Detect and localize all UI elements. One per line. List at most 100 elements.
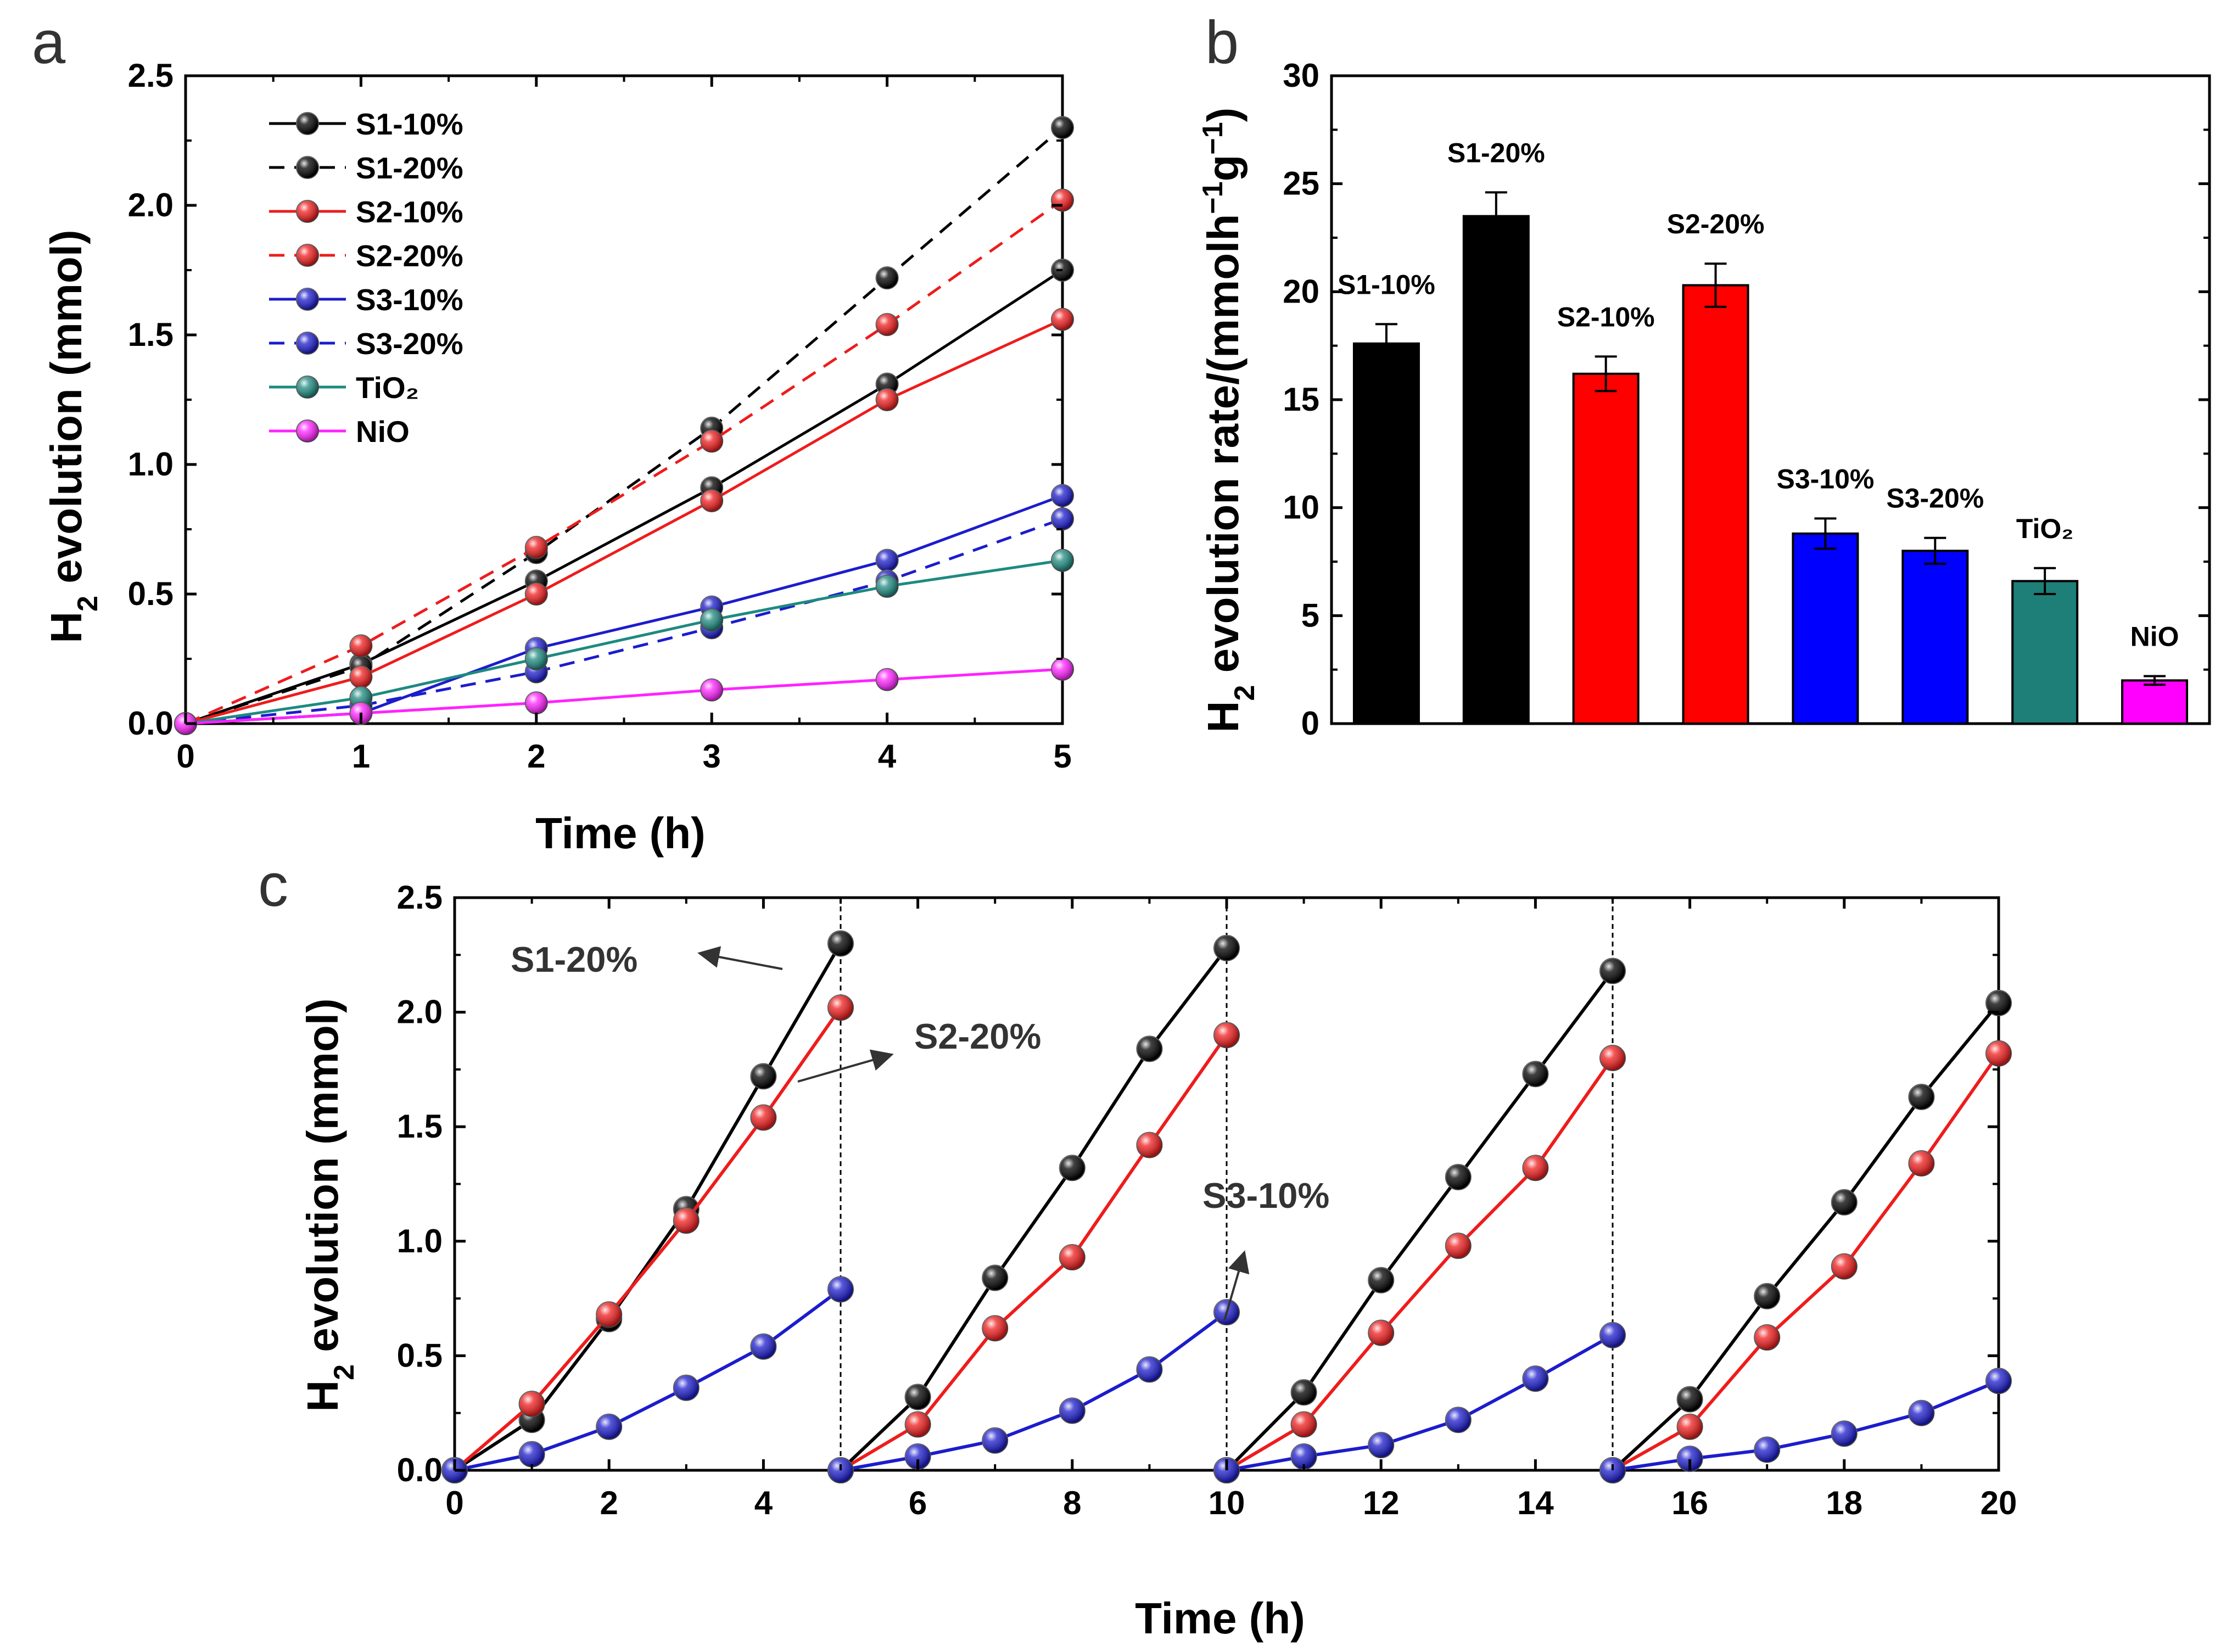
- bar-label: NiO: [2130, 621, 2179, 652]
- data-point-s1-20: [1290, 1379, 1317, 1406]
- data-point-s3-10: [1368, 1432, 1395, 1459]
- bar-tio: TiO₂: [2011, 513, 2079, 725]
- series-line-s2-20: [1226, 1057, 1614, 1472]
- series-line-s2-20: [1612, 1052, 2000, 1472]
- panel-letter-a: a: [32, 9, 66, 76]
- bar-label: S3-20%: [1886, 483, 1984, 514]
- legend-item-s1-20: S1-20%: [269, 151, 463, 185]
- series-line-nio: [185, 668, 1063, 725]
- legend-marker: [296, 288, 319, 311]
- data-point-s2-20: [1445, 1233, 1472, 1259]
- legend-marker: [296, 112, 319, 135]
- bar-label: S1-10%: [1338, 269, 1435, 300]
- data-point-s1-20: [750, 1063, 777, 1090]
- panel-a-legend: S1-10% S1-20% S2-10% S2-20% S3-10% S3-20% TiO₂…: [269, 107, 463, 449]
- data-point-s2-20: [596, 1301, 623, 1328]
- data-point-nio: [524, 691, 548, 715]
- data-point-s1-20: [1059, 1155, 1086, 1181]
- annotation-s2-20: S2-20%: [914, 1016, 1041, 1056]
- series-line-s2-20: [840, 1034, 1228, 1472]
- data-point-s2-20: [518, 1391, 545, 1418]
- x-tick-label: 18: [1826, 1485, 1862, 1521]
- data-point-tio: [700, 608, 724, 632]
- legend-marker: [296, 200, 319, 223]
- data-point-s1-20: [1136, 1035, 1163, 1062]
- y-tick-label: 0.5: [397, 1337, 443, 1374]
- bar-rect: [1682, 284, 1749, 725]
- y-tick-label: 15: [1283, 381, 1319, 418]
- data-point-s2-20: [1059, 1244, 1086, 1271]
- data-point-s2-20: [1051, 188, 1074, 212]
- legend-label: S2-20%: [356, 239, 463, 273]
- bar-rect: [2011, 580, 2079, 725]
- y-tick-label: 0.0: [397, 1452, 443, 1488]
- bar-rect: [1572, 372, 1640, 725]
- data-point-s2-20: [700, 429, 724, 453]
- data-point-s2-10: [524, 583, 548, 606]
- y-tick-label: 0.0: [128, 705, 174, 742]
- data-point-tio: [524, 647, 548, 670]
- series-line-s3-10: [1226, 1334, 1614, 1472]
- data-point-s3-10: [1985, 1368, 2012, 1395]
- series-line-s2-20: [184, 199, 1064, 725]
- data-point-tio: [875, 574, 899, 598]
- panel-b-ticks: 0 5 10 15 20 25 30: [1283, 57, 2209, 742]
- series-line-s2-10: [185, 318, 1064, 725]
- x-tick-label: 5: [1053, 738, 1071, 775]
- panel-c-y-axis-title: H2 evolution (mmol): [298, 998, 360, 1412]
- series-line-tio: [185, 559, 1063, 725]
- data-point-s2-20: [1213, 1022, 1240, 1049]
- data-point-s3-20: [1051, 507, 1074, 531]
- x-tick-label: 2: [600, 1485, 618, 1521]
- data-point-s3-10: [1831, 1420, 1858, 1447]
- series-line-s2-20: [454, 1006, 842, 1472]
- bar-label: TiO₂: [2016, 513, 2074, 544]
- data-point-s1-20: [1213, 934, 1240, 961]
- y-tick-label: 20: [1283, 273, 1319, 310]
- panel-c: c 0.0 0.5 1.0 1.5 2.0 2.5 0 2 4 6 8 10 12 14 16 18 20 Ti…: [258, 852, 2017, 1643]
- data-point-s3-10: [1522, 1365, 1549, 1392]
- data-point-s3-10: [1290, 1443, 1317, 1470]
- x-tick-label: 10: [1209, 1485, 1245, 1521]
- data-point-s3-10: [1051, 484, 1074, 507]
- bar-s3-20: S3-20%: [1886, 483, 1984, 725]
- x-tick-label: 14: [1517, 1485, 1554, 1521]
- y-tick-label: 2.5: [397, 879, 443, 916]
- panel-letter-c: c: [258, 852, 288, 919]
- data-point-s3-10: [750, 1333, 777, 1360]
- data-point-s2-10: [1051, 307, 1074, 331]
- annotation-arrow-s2-20: [797, 1049, 894, 1083]
- annotation-s3-10: S3-10%: [1202, 1175, 1329, 1216]
- legend-marker: [296, 156, 319, 179]
- panel-a-y-axis-title: H2 evolution (mmol): [42, 229, 104, 643]
- data-point-s2-20: [1368, 1319, 1395, 1346]
- series-line-s1-20: [1611, 1002, 2000, 1472]
- data-point-s2-20: [1754, 1324, 1781, 1351]
- data-point-s3-10: [518, 1441, 545, 1468]
- legend-label: NiO: [356, 415, 410, 449]
- legend-marker: [296, 376, 319, 399]
- panel-b-y-axis-title: H2 evolution rate/(mmolh−1g−1): [1197, 108, 1261, 733]
- data-point-s1-20: [1754, 1283, 1781, 1309]
- data-point-s3-10: [1908, 1399, 1935, 1426]
- legend-label: S1-20%: [356, 151, 463, 185]
- bar-label: S1-20%: [1447, 137, 1545, 168]
- y-tick-label: 25: [1283, 165, 1319, 202]
- data-point-s3-10: [1676, 1446, 1703, 1472]
- series-line-s1-10: [185, 268, 1064, 725]
- data-point-s2-20: [1908, 1150, 1935, 1177]
- data-point-s2-20: [1985, 1040, 2012, 1067]
- bar-label: S2-10%: [1557, 301, 1655, 332]
- bar-label: S2-20%: [1667, 209, 1765, 239]
- y-tick-label: 1.0: [397, 1223, 443, 1259]
- legend-label: S3-20%: [356, 327, 463, 361]
- legend-marker: [296, 419, 319, 443]
- y-tick-label: 2.5: [128, 57, 174, 94]
- panel-c-ticks: 0.0 0.5 1.0 1.5 2.0 2.5 0 2 4 6 8 10 12 14 16 18 20: [397, 879, 2017, 1521]
- panel-c-annotations: S1-20% S2-20% S3-10%: [511, 939, 1329, 1321]
- bar-rect: [2121, 679, 2189, 725]
- legend-marker: [296, 244, 319, 267]
- data-point-s2-10: [349, 665, 373, 689]
- annotation-arrow-s1-20: [697, 946, 783, 970]
